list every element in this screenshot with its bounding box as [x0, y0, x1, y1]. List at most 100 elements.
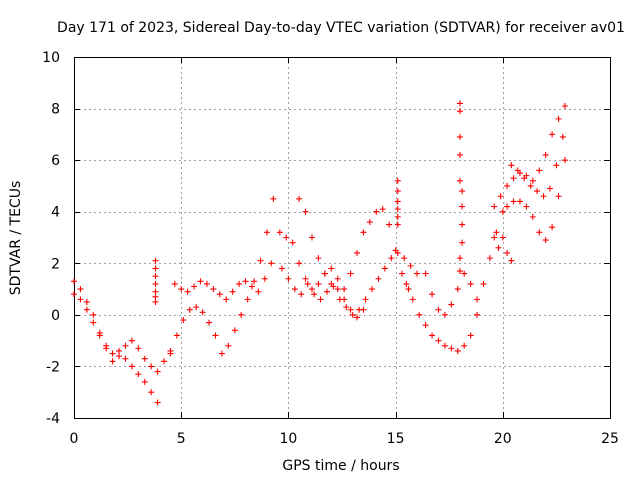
data-point	[456, 255, 463, 262]
series-track-i	[422, 270, 481, 318]
data-point	[296, 195, 303, 202]
data-point	[499, 208, 506, 215]
series-track-l	[504, 157, 568, 244]
data-point	[504, 182, 511, 189]
data-point	[486, 255, 493, 262]
data-point	[381, 265, 388, 272]
data-point	[523, 203, 530, 210]
data-point	[386, 221, 393, 228]
data-point	[459, 203, 466, 210]
y-tick-label: -4	[46, 411, 60, 427]
y-tick-label: -2	[46, 359, 60, 375]
data-point	[454, 286, 461, 293]
data-point	[223, 296, 230, 303]
data-point	[401, 255, 408, 262]
data-point	[521, 175, 528, 182]
data-point	[379, 206, 386, 213]
data-point	[409, 296, 416, 303]
data-point	[152, 280, 159, 287]
data-point	[251, 278, 258, 285]
data-point	[467, 332, 474, 339]
x-tick-label: 0	[70, 431, 79, 447]
gridlines	[74, 57, 610, 418]
series-track-d	[171, 260, 275, 303]
x-tick-label: 20	[494, 431, 512, 447]
data-point	[122, 342, 129, 349]
data-point	[422, 322, 429, 329]
plot-frame	[74, 57, 611, 419]
data-point	[360, 306, 367, 313]
data-point	[96, 329, 103, 336]
data-point	[212, 332, 219, 339]
series-track-g	[296, 195, 367, 321]
data-point	[435, 337, 442, 344]
data-point	[474, 296, 481, 303]
data-point	[244, 296, 251, 303]
data-point	[555, 193, 562, 200]
data-point	[536, 229, 543, 236]
data-point	[456, 100, 463, 107]
data-point	[276, 229, 283, 236]
data-point	[242, 278, 249, 285]
data-point	[296, 260, 303, 267]
y-axis-label: SDTVAR / TECUs	[8, 181, 24, 296]
data-point	[414, 270, 421, 277]
data-point	[302, 275, 309, 282]
x-tick-label: 25	[601, 431, 619, 447]
data-point	[394, 213, 401, 220]
data-point	[184, 288, 191, 295]
data-point	[193, 304, 200, 311]
data-point	[534, 188, 541, 195]
data-point	[173, 332, 180, 339]
data-point	[394, 206, 401, 213]
data-point	[148, 389, 155, 396]
series-outliers	[152, 100, 466, 305]
data-point	[148, 363, 155, 370]
chart-title: Day 171 of 2023, Sidereal Day-to-day VTE…	[57, 20, 625, 36]
data-point	[459, 188, 466, 195]
data-point	[508, 257, 515, 264]
data-point	[311, 291, 318, 298]
x-tick-label: 10	[279, 431, 297, 447]
data-point	[152, 257, 159, 264]
series-track-m	[491, 234, 515, 264]
data-point	[540, 193, 547, 200]
data-point	[315, 280, 322, 287]
data-point	[347, 270, 354, 277]
data-point	[474, 311, 481, 318]
data-point	[448, 345, 455, 352]
data-point	[186, 306, 193, 313]
data-point	[341, 296, 348, 303]
y-tick-label: 10	[42, 50, 60, 66]
data-point	[308, 234, 315, 241]
data-point	[399, 270, 406, 277]
data-point	[499, 234, 506, 241]
series-track-c	[167, 195, 277, 357]
data-point	[555, 115, 562, 122]
data-point	[461, 342, 468, 349]
data-point	[278, 265, 285, 272]
data-point	[360, 229, 367, 236]
data-point	[283, 234, 290, 241]
data-point	[394, 198, 401, 205]
data-point	[334, 275, 341, 282]
data-point	[366, 219, 373, 226]
data-point	[456, 108, 463, 115]
data-point	[83, 298, 90, 305]
data-point	[456, 133, 463, 140]
data-point	[508, 162, 515, 169]
data-point	[504, 203, 511, 210]
data-point	[510, 175, 517, 182]
data-point	[167, 350, 174, 357]
data-point	[529, 177, 536, 184]
data-point	[304, 280, 311, 287]
data-point	[197, 278, 204, 285]
data-point	[289, 239, 296, 246]
data-point	[334, 286, 341, 293]
data-point	[375, 275, 382, 282]
data-point	[553, 162, 560, 169]
data-point	[454, 347, 461, 354]
data-point	[328, 265, 335, 272]
data-point	[291, 286, 298, 293]
data-point	[480, 280, 487, 287]
